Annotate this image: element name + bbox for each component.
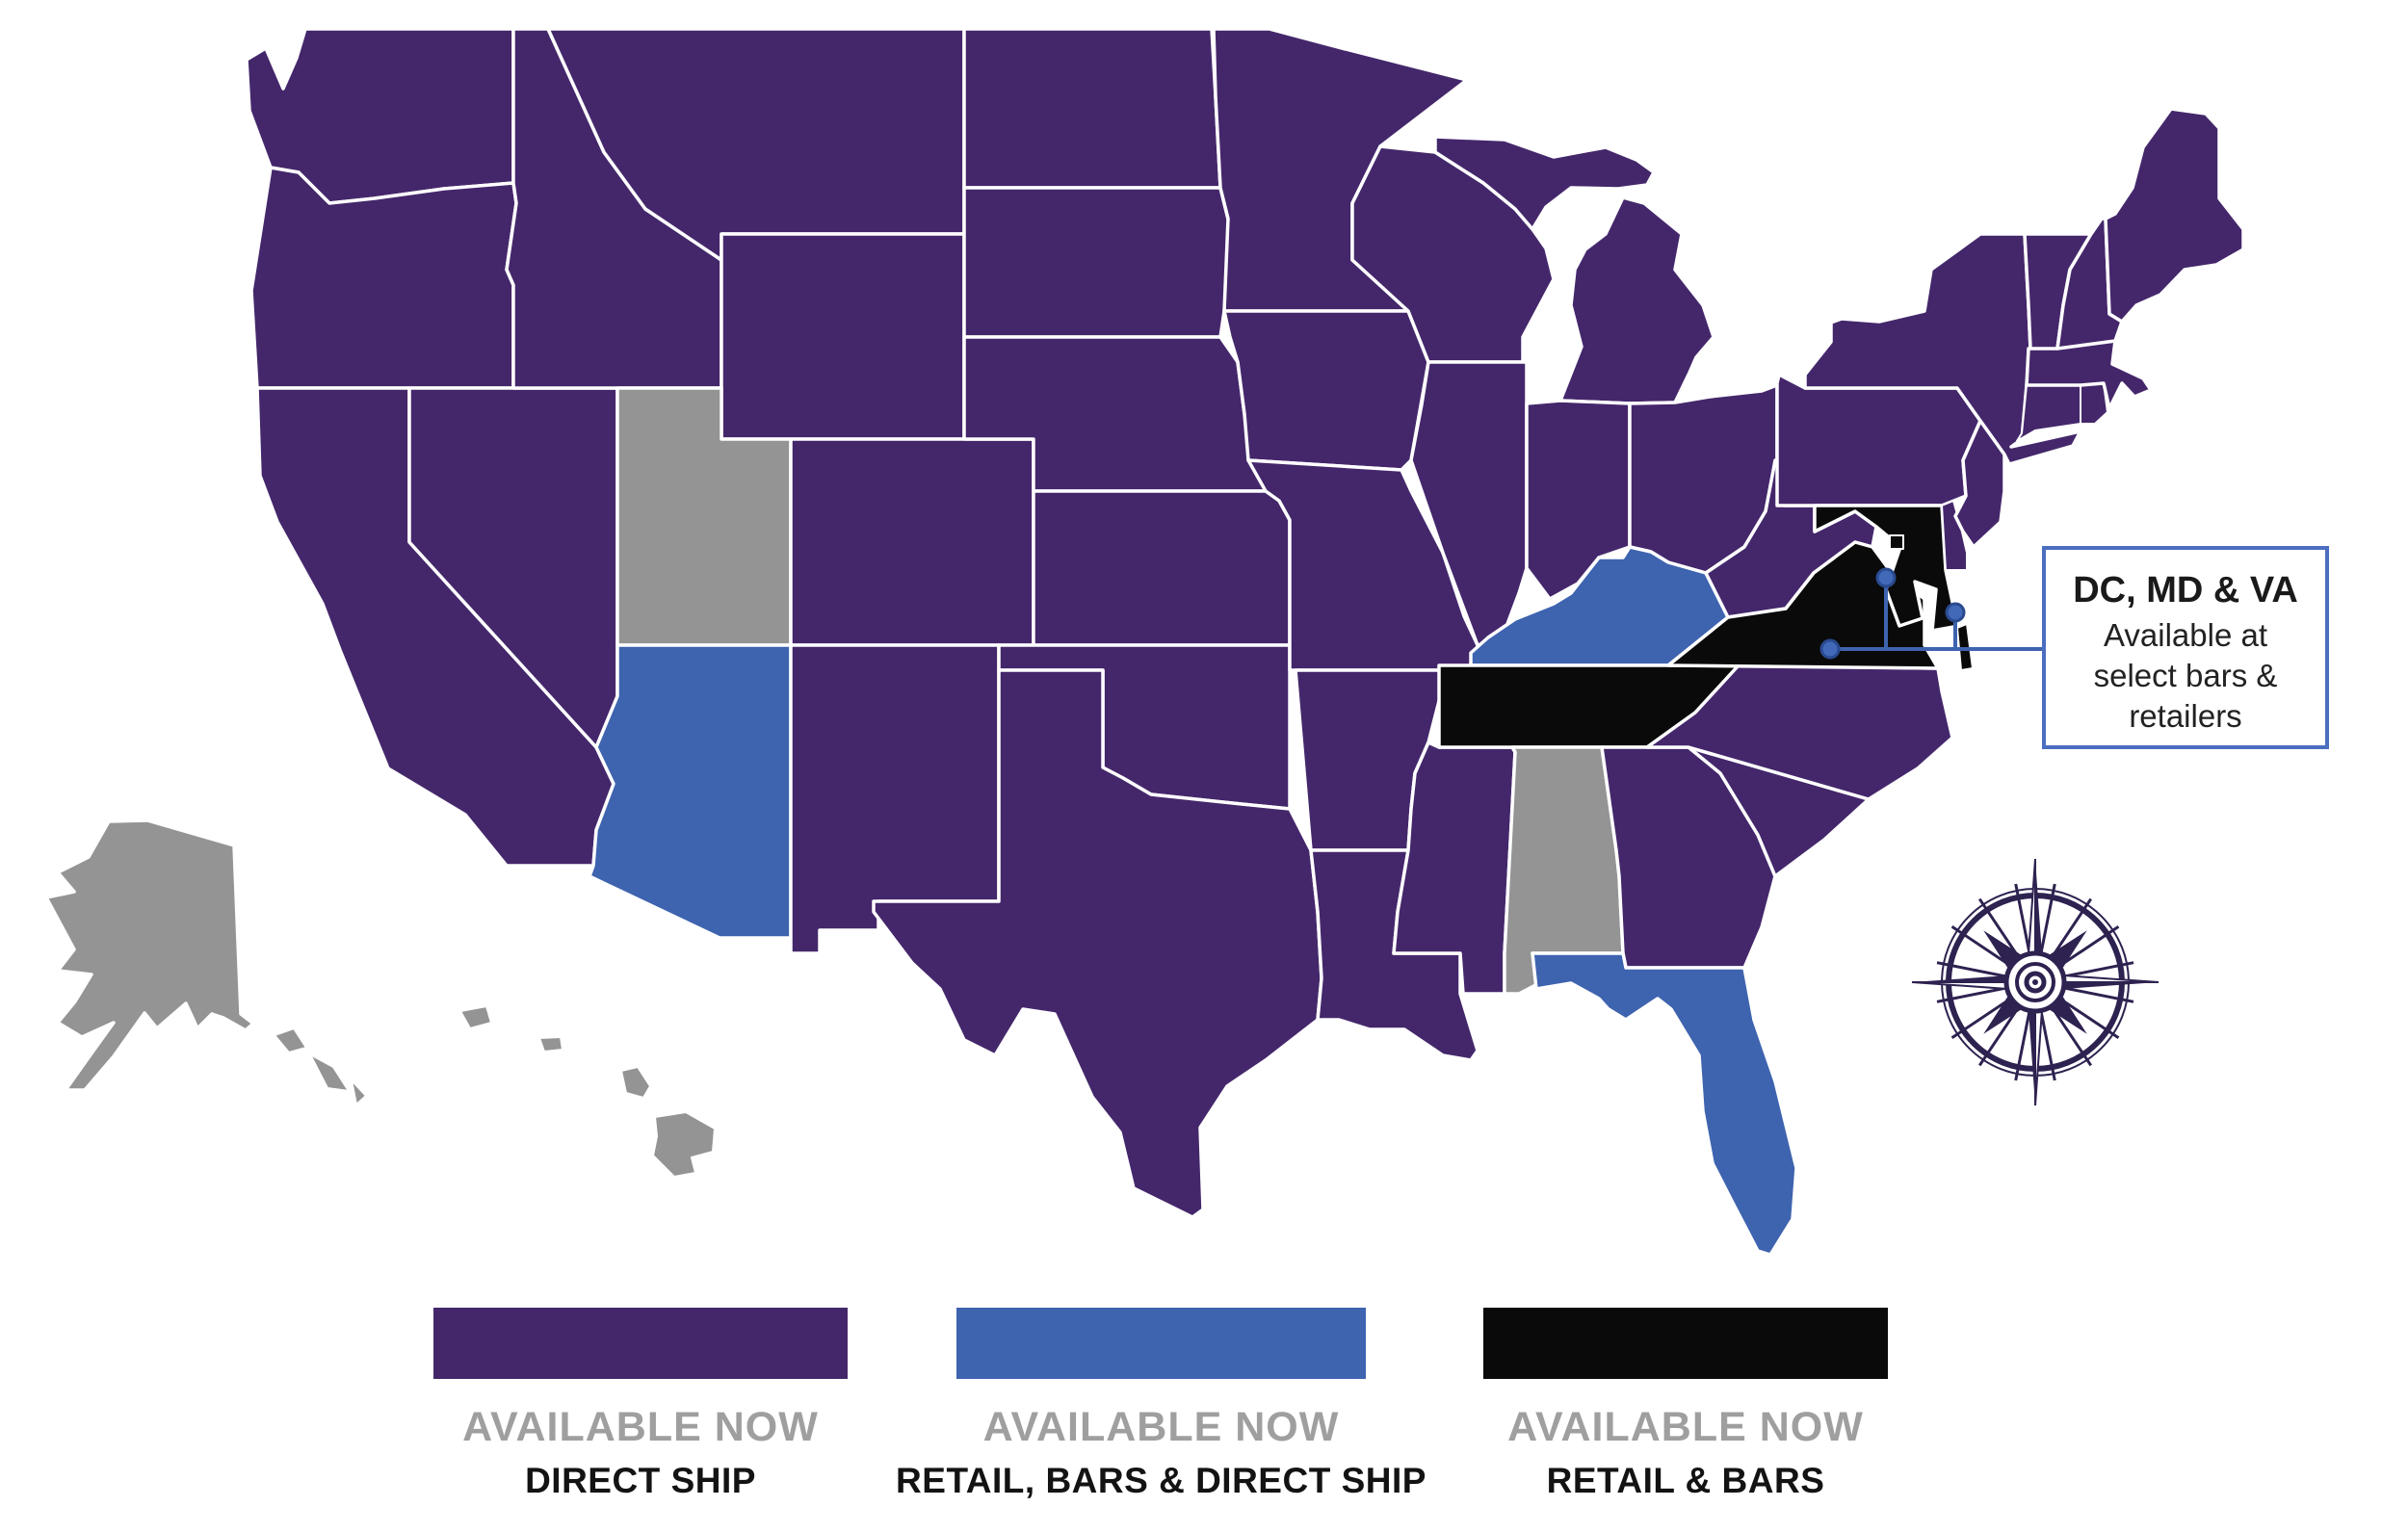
state-alaska-panhandle-island [309, 1053, 350, 1092]
legend-item-retail-bars-direct-ship: AVAILABLE NOW RETAIL, BARS & DIRECT SHIP [896, 1308, 1426, 1501]
state-michigan-lower-peninsula [1558, 195, 1715, 405]
callout-body: Available at select bars & retailers [2093, 616, 2278, 735]
legend-swatch-retail-bars-direct-ship [956, 1308, 1366, 1379]
legend-availability-label: AVAILABLE NOW [462, 1404, 819, 1450]
state-pennsylvania [1775, 373, 1982, 507]
legend-item-direct-ship: AVAILABLE NOW DIRECT SHIP [433, 1308, 848, 1501]
state-north-carolina [1645, 663, 1954, 801]
dc-marker-dot [1945, 602, 1966, 623]
state-massachusetts [2025, 339, 2153, 410]
legend-channel-label: RETAIL & BARS [1546, 1461, 1825, 1500]
state-arizona [588, 643, 793, 940]
compass-rose-icon [1911, 858, 2159, 1106]
state-north-dakota [962, 27, 1222, 190]
maryland-marker-dot [1875, 567, 1897, 588]
state-south-dakota [962, 186, 1233, 339]
states-layer [44, 27, 2245, 1257]
state-alaska-panhandle-island [274, 1027, 307, 1053]
state-hawaii-oahu [538, 1036, 563, 1052]
state-hawaii-big-island [652, 1111, 716, 1178]
state-maine [2104, 107, 2245, 324]
state-oregon [249, 166, 518, 390]
callout-leader-lines [1819, 567, 2042, 660]
state-iowa [1222, 309, 1430, 472]
state-alaska [44, 818, 255, 1092]
state-district-of-columbia [1889, 534, 1904, 550]
state-florida [1531, 951, 1798, 1257]
state-alaska-panhandle-island [351, 1079, 367, 1105]
state-new-jersey [1953, 419, 2006, 549]
legend-channel-label: RETAIL, BARS & DIRECT SHIP [896, 1461, 1426, 1500]
state-hawaii-kauai [459, 1005, 492, 1029]
legend-swatch-direct-ship [433, 1308, 848, 1379]
legend-availability-label: AVAILABLE NOW [982, 1404, 1340, 1450]
legend-channel-label: DIRECT SHIP [525, 1461, 756, 1500]
state-hawaii-maui [620, 1066, 651, 1099]
legend-availability-label: AVAILABLE NOW [1507, 1404, 1864, 1450]
legend-item-retail-bars: AVAILABLE NOW RETAIL & BARS [1483, 1308, 1888, 1501]
state-wyoming [720, 232, 966, 441]
state-kansas [1032, 489, 1292, 647]
legend-swatch-retail-bars [1483, 1308, 1888, 1379]
state-colorado [789, 437, 1035, 647]
dc-md-va-callout: DC, MD & VA Available at select bars & r… [2042, 546, 2329, 749]
state-delaware [1941, 500, 1968, 571]
state-virginia [1666, 540, 1940, 670]
callout-title: DC, MD & VA [2073, 570, 2298, 611]
virginia-marker-dot [1819, 638, 1841, 660]
state-maryland [1813, 504, 1961, 633]
legend: AVAILABLE NOW DIRECT SHIP AVAILABLE NOW … [0, 1290, 2408, 1533]
state-texas [872, 668, 1323, 1219]
state-michigan-upper-peninsula [1433, 135, 1656, 231]
